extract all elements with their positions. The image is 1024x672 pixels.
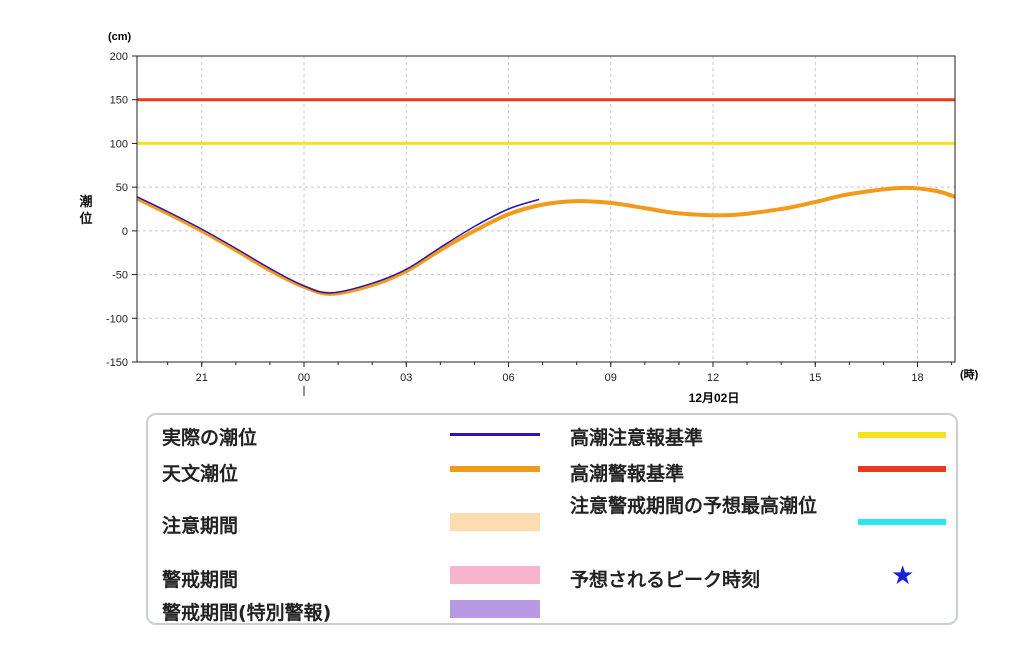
legend-label-predicted-max: 注意警戒期間の予想最高潮位 <box>570 495 818 517</box>
y-axis-label-char: 位 <box>79 211 92 227</box>
legend-label-peak-time: 予想されるピーク時刻 <box>570 569 761 591</box>
legend-label-advisory-level: 高潮注意報基準 <box>570 427 704 449</box>
legend-label-astronomical: 天文潮位 <box>162 463 239 485</box>
legend-label-warning-level: 高潮警報基準 <box>570 463 685 485</box>
plot-frame <box>136 55 956 363</box>
series-astronomical-line <box>136 185 956 296</box>
legend-swatch-predicted-max <box>858 519 946 525</box>
legend-swatch-special-warning-period <box>450 600 540 618</box>
legend-label-advisory-period: 注意期間 <box>162 515 239 537</box>
legend-swatch-advisory-period <box>450 513 540 531</box>
y-tick-label: 200 <box>110 51 128 63</box>
x-tick-label: 18 <box>911 372 923 384</box>
legend-swatch-astronomical <box>450 466 540 472</box>
x-unit-label: (時) <box>960 367 979 381</box>
x-tick-label: 06 <box>502 372 514 384</box>
x-tick-label: 09 <box>605 372 617 384</box>
legend-swatch-advisory-level <box>858 432 946 438</box>
legend-label-special-warning-period: 警戒期間(特別警報) <box>162 602 332 624</box>
legend-swatch-warning-period <box>450 566 540 584</box>
y-axis-label-char: 潮 <box>79 194 92 210</box>
x-tick-label: 12 <box>707 372 719 384</box>
peak-star-icon: ★ <box>891 561 915 591</box>
y-tick-label: -150 <box>106 357 128 369</box>
date-label: 12月02日 <box>689 391 740 405</box>
tide-chart: -150 -100 -50 0 50 100 150 200 21 00 03 06 09 12 15 18 潮… <box>79 31 979 405</box>
x-tick-label: 21 <box>196 372 208 384</box>
series-observed-line <box>136 196 540 294</box>
legend-swatch-warning-level <box>858 466 946 472</box>
x-tick-label: 03 <box>400 372 412 384</box>
legend: 実際の潮位 天文潮位 注意期間 警戒期間 警戒期間(特別警報) 高潮注意報基準 … <box>146 413 958 625</box>
y-tick-label: 0 <box>122 226 128 238</box>
y-tick-label: -100 <box>106 313 128 325</box>
x-tick-label: 00 <box>298 372 310 384</box>
legend-label-warning-period: 警戒期間 <box>162 569 239 591</box>
reference-lines <box>137 98 955 145</box>
grid-lines <box>137 56 955 362</box>
legend-label-observed: 実際の潮位 <box>162 427 258 449</box>
x-tick-label: 15 <box>809 372 821 384</box>
legend-swatch-observed <box>450 433 540 436</box>
y-unit-label: (cm) <box>108 31 132 43</box>
y-tick-label: 100 <box>110 138 128 150</box>
y-tick-label: 50 <box>116 182 128 194</box>
y-tick-label: 150 <box>110 95 128 107</box>
y-tick-label: -50 <box>112 270 128 282</box>
axes: -150 -100 -50 0 50 100 150 200 21 00 03 06 09 12 15 18 潮… <box>79 51 956 396</box>
series-lines <box>136 185 956 296</box>
